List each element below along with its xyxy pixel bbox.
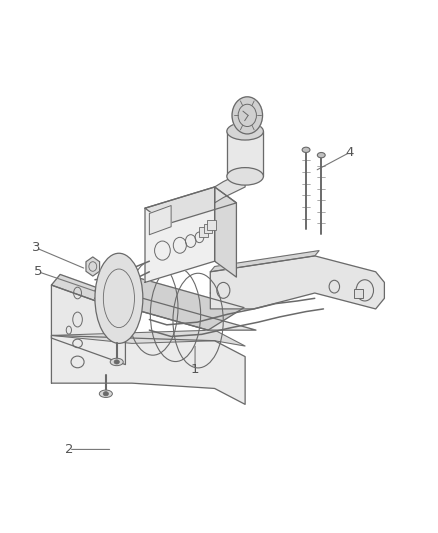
Bar	[354, 289, 364, 298]
Text: 4: 4	[346, 146, 354, 159]
Polygon shape	[95, 298, 256, 330]
Text: 1: 1	[191, 364, 199, 376]
Bar	[207, 220, 215, 230]
Polygon shape	[51, 285, 125, 365]
Polygon shape	[215, 187, 237, 277]
Polygon shape	[51, 274, 134, 312]
Polygon shape	[145, 187, 215, 282]
Ellipse shape	[227, 167, 263, 185]
Polygon shape	[227, 131, 263, 176]
Polygon shape	[210, 256, 385, 309]
Bar	[199, 227, 208, 237]
Ellipse shape	[318, 152, 325, 158]
Ellipse shape	[227, 123, 263, 140]
Polygon shape	[95, 276, 244, 330]
Polygon shape	[86, 257, 99, 276]
Ellipse shape	[95, 253, 143, 343]
Polygon shape	[215, 171, 245, 203]
Polygon shape	[149, 206, 171, 235]
Text: 5: 5	[34, 265, 42, 278]
Polygon shape	[210, 251, 319, 272]
Ellipse shape	[302, 147, 310, 152]
Ellipse shape	[110, 358, 123, 366]
Circle shape	[232, 97, 262, 134]
Text: 3: 3	[32, 241, 40, 254]
Polygon shape	[51, 335, 245, 405]
Polygon shape	[145, 187, 237, 224]
Ellipse shape	[103, 392, 109, 396]
Text: 2: 2	[64, 443, 73, 456]
Ellipse shape	[114, 360, 119, 364]
Bar	[204, 223, 212, 233]
Ellipse shape	[99, 390, 113, 398]
Polygon shape	[51, 330, 245, 346]
